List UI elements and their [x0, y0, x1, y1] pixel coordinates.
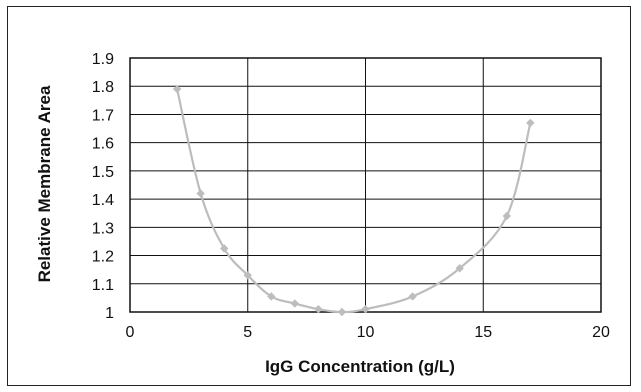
series-group [172, 84, 535, 317]
data-point-marker [337, 307, 347, 317]
y-tick-label: 1.4 [92, 192, 114, 209]
x-tick-label: 20 [592, 324, 610, 341]
data-point-marker [243, 271, 252, 280]
data-point-marker [502, 211, 511, 221]
data-point-marker [220, 244, 229, 253]
y-tick-label: 1 [105, 305, 114, 322]
y-tick-label: 1.5 [92, 164, 114, 181]
data-point-marker [196, 189, 205, 198]
data-point-marker [314, 304, 323, 314]
data-point-marker [172, 84, 182, 94]
y-tick-label: 1.6 [92, 136, 114, 153]
y-tick-label: 1.1 [92, 277, 114, 294]
x-tick-label: 0 [126, 324, 135, 341]
y-tick-label: 1.7 [92, 107, 114, 124]
data-point-marker [267, 292, 276, 301]
x-tick-label: 15 [474, 324, 492, 341]
y-tick-labels: 1 1.1 1.2 1.3 1.4 1.5 1.6 1.7 1.8 1.9 [92, 51, 114, 322]
x-tick-label: 5 [243, 324, 252, 341]
x-axis-label: IgG Concentration (g/L) [265, 357, 455, 376]
y-tick-label: 1.9 [92, 51, 114, 68]
y-tick-label: 1.8 [92, 79, 114, 96]
y-axis-label: Relative Membrane Area [35, 85, 54, 282]
chart-frame [7, 6, 631, 386]
series-line [176, 88, 532, 314]
data-point-marker [455, 264, 464, 273]
grid-lines [129, 57, 602, 313]
y-tick-label: 1.2 [92, 249, 114, 266]
data-point-marker [290, 299, 300, 308]
data-point-marker [361, 304, 370, 314]
x-tick-label: 10 [357, 324, 375, 341]
x-tick-labels: 0 5 10 15 20 [126, 324, 610, 341]
data-point-marker [526, 118, 535, 128]
y-tick-label: 1.3 [92, 220, 114, 237]
data-point-marker [408, 292, 417, 301]
